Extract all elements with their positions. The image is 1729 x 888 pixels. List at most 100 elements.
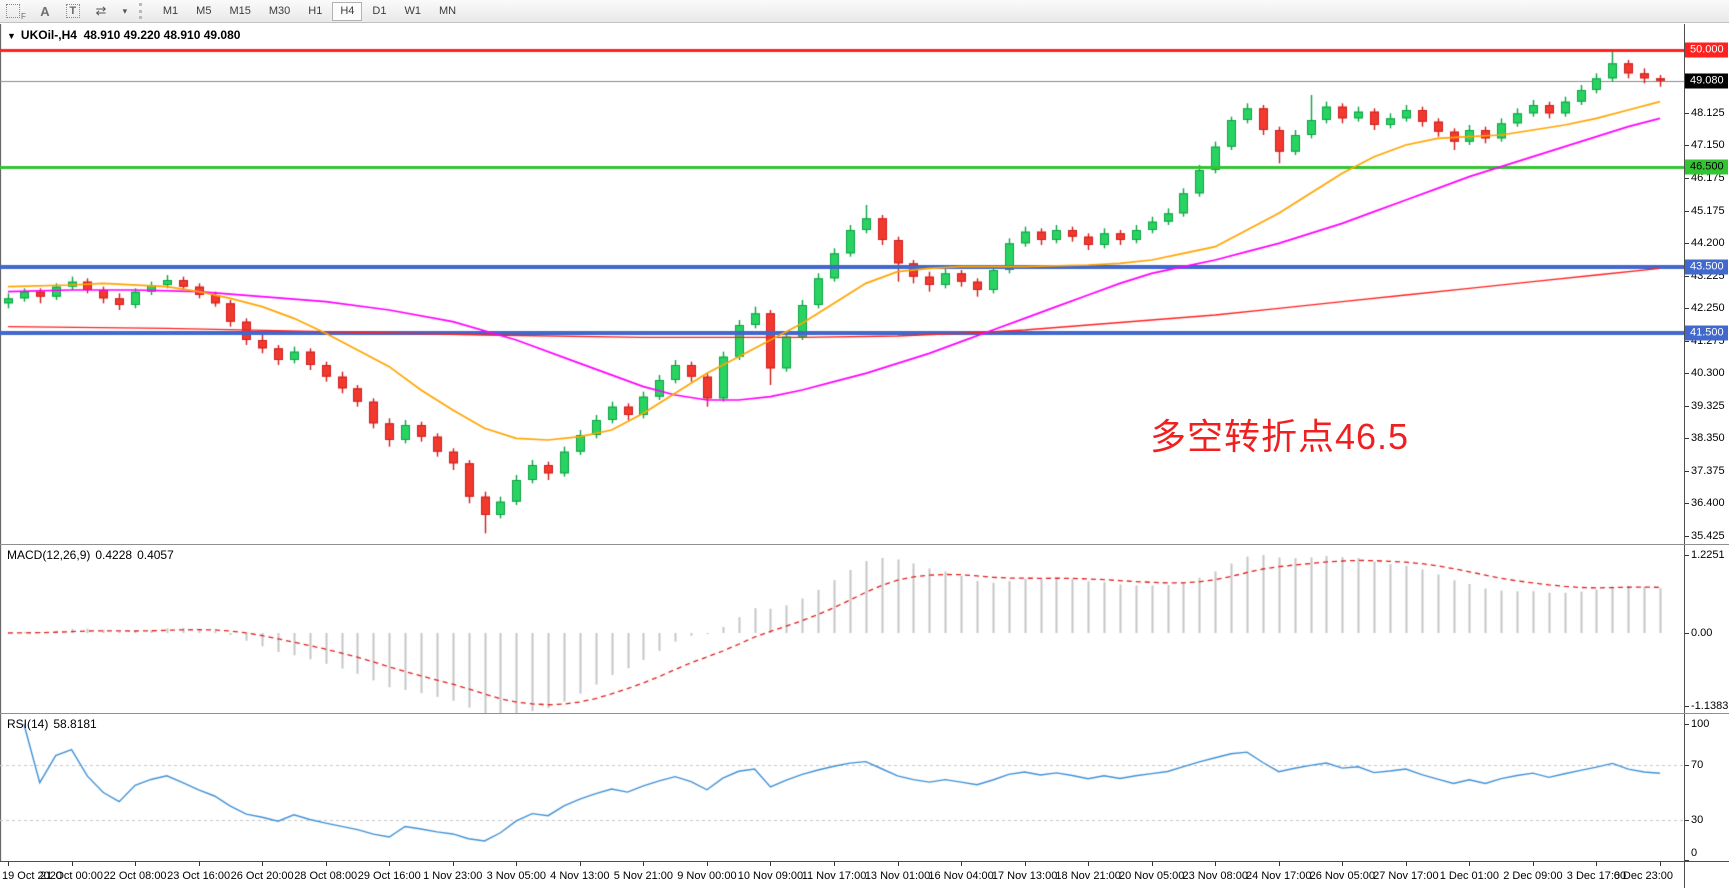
time-axis-label: 26 Oct 20:00 [230,870,294,882]
timeframe-button-W1[interactable]: W1 [396,2,429,21]
macd-axis[interactable]: 1.2251 0.00 -1.1383 [1684,545,1729,713]
timeframe-button-M30[interactable]: M30 [261,2,298,21]
time-tick [643,862,644,866]
rsi-axis[interactable]: 100 70 30 0 [1684,714,1729,861]
time-tick [453,862,454,866]
price-tick [1685,373,1689,374]
price-tick-label: 36.400 [1691,497,1725,510]
macd-panel: MACD(12,26,9) 0.4228 0.4057 1.2251 0.00 -1.1… [0,544,1729,713]
price-tick [1685,536,1689,537]
text-label-icon[interactable]: A [40,3,50,19]
macd-signal-value: 0.4057 [137,548,174,562]
price-tick [1685,471,1689,472]
time-axis-label: 4 Nov 13:00 [550,870,610,882]
time-tick [199,862,200,866]
timeframe-button-M5[interactable]: M5 [188,2,219,21]
text-box-icon[interactable]: T [64,2,82,21]
time-tick [707,862,708,866]
time-tick [1469,862,1470,866]
ohlc-readout: 48.910 49.220 48.910 49.080 [83,28,241,42]
time-axis-corner [1684,862,1729,888]
timeframe-button-H4[interactable]: H4 [332,1,363,21]
time-axis-label: 21 Oct 00:00 [40,870,104,882]
rsi-tick [1685,724,1689,725]
time-axis-label: 2 Dec 09:00 [1503,870,1563,882]
time-axis-label: 29 Oct 16:00 [357,870,421,882]
time-tick [1596,862,1597,866]
rsi-tick [1685,820,1689,821]
price-tick-label: 35.425 [1691,529,1725,542]
text-box-glyph: T [65,4,81,18]
price-tick-label: 39.325 [1691,399,1725,412]
price-tick-label: 42.250 [1691,302,1725,315]
time-axis-label: 1 Dec 01:00 [1439,870,1500,882]
timeframe-button-M15[interactable]: M15 [221,2,258,21]
rsi-canvas[interactable] [0,714,1684,861]
timeframe-button-D1[interactable]: D1 [364,2,394,21]
drawing-tools-group: F A T ⇄ ▾ [0,2,130,21]
time-axis-label: 3 Dec 17:00 [1566,870,1627,882]
macd-tick [1685,555,1689,556]
chart-grid-icon[interactable]: F [6,2,26,21]
time-axis-label: 26 Nov 05:00 [1309,870,1376,882]
time-axis-label: 1 Nov 23:00 [423,870,483,882]
rsi-tick-label: 100 [1691,718,1710,730]
price-tick [1685,211,1689,212]
macd-tick-label: -1.1383 [1691,699,1729,712]
timeframe-button-H1[interactable]: H1 [300,2,330,21]
price-tick-label: 48.125 [1691,106,1725,119]
macd-tick-label: 0.00 [1691,627,1713,639]
time-tick [8,862,9,866]
price-tick-label: 40.300 [1691,367,1725,380]
tools-dropdown-caret-icon[interactable]: ▾ [122,5,128,16]
time-tick [1406,862,1407,866]
time-axis-label: 3 Nov 05:00 [486,870,546,882]
time-tick [770,862,771,866]
price-annotation-text[interactable]: 多空转折点46.5 [1150,416,1410,457]
toolbar-drag-handle[interactable] [138,3,145,19]
time-axis-label: 19 Oct 2020 [2,870,62,882]
chart-header: ▼ UKOil-,H4 48.910 49.220 48.910 49.080 [7,28,240,42]
time-tick [961,862,962,866]
time-tick [389,862,390,866]
time-tick [580,862,581,866]
price-tick [1685,113,1689,114]
grid-f-glyph: F [21,11,26,21]
time-axis-label: 18 Nov 21:00 [1055,870,1121,882]
rsi-tick [1685,765,1689,766]
macd-label: MACD(12,26,9) 0.4228 0.4057 [7,548,174,562]
price-tick-label: 46.175 [1691,171,1725,184]
price-tick [1685,438,1689,439]
rsi-panel: RSI(14) 58.8181 100 70 30 0 [0,713,1729,861]
chart-collapse-icon[interactable]: ▼ [7,31,16,41]
time-axis-label: 22 Oct 08:00 [103,870,167,882]
time-tick [326,862,327,866]
main-chart-canvas[interactable] [0,24,1684,544]
price-tick [1685,341,1689,342]
time-axis-label: 11 Nov 17:00 [801,870,867,882]
price-tick [1685,243,1689,244]
timeframe-button-M1[interactable]: M1 [155,2,186,21]
time-tick [516,862,517,866]
macd-canvas[interactable] [0,545,1684,713]
level-badge-46.500: 46.500 [1685,159,1728,175]
price-tick-label: 38.350 [1691,432,1725,445]
time-axis-label: 16 Nov 04:00 [928,870,994,882]
cursor-tools-icon[interactable]: ⇄ [95,3,107,18]
timeframe-button-MN[interactable]: MN [431,2,464,21]
toolbar: F A T ⇄ ▾ M1 M5 M15 M30 H1 H4 D1 W1 MN [0,0,1729,23]
time-tick [1152,862,1153,866]
time-axis-label: 23 Nov 08:00 [1182,870,1248,882]
rsi-tick [1685,860,1689,861]
price-tick [1685,406,1689,407]
price-tick [1685,178,1689,179]
rsi-label: RSI(14) 58.8181 [7,717,97,731]
time-axis-label: 24 Nov 17:00 [1246,870,1312,882]
time-tick [1533,862,1534,866]
macd-tick [1685,633,1689,634]
time-tick [135,862,136,866]
level-badge-41.500: 41.500 [1685,325,1728,341]
price-tick-label: 45.175 [1691,204,1725,217]
main-price-axis[interactable]: 48.125 47.150 46.175 45.175 44.200 43.225 42.2… [1684,24,1729,544]
time-axis[interactable]: 19 Oct 2020 21 Oct 00:00 22 Oct 08:00 23 Oc… [0,861,1729,888]
